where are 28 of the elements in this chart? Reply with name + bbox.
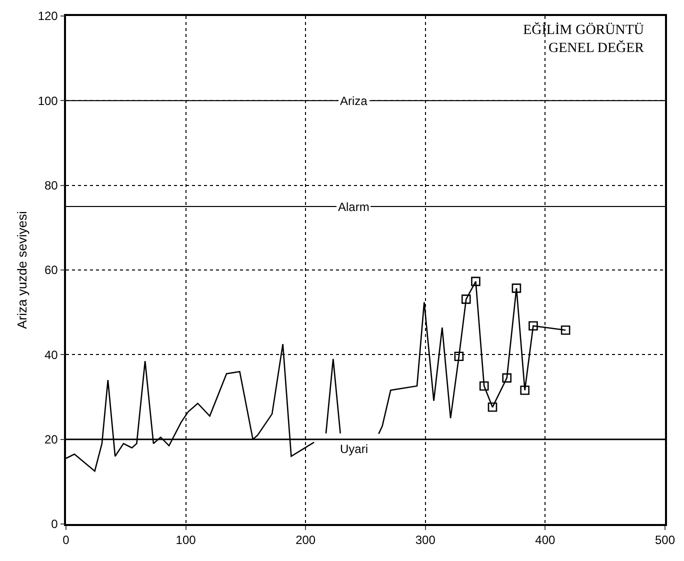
y-tick-label: 120 (38, 9, 58, 24)
point (471, 276, 480, 286)
point (454, 352, 464, 362)
point (528, 321, 538, 331)
x-tick-label: 200 (296, 533, 316, 548)
ref-line-label: Uyari (340, 442, 368, 456)
y-tick-label: 100 (38, 94, 58, 108)
text: EĞİLİM GÖRÜNTÜ GENEL DEĞER (523, 22, 645, 56)
y-tick-label: 60 (44, 263, 58, 278)
y-axis-title: Ariza yuzde seviyesi (14, 211, 30, 329)
point (512, 284, 522, 293)
x-tick-label: 400 (535, 533, 556, 548)
point (488, 402, 498, 412)
y-tick-label: 40 (44, 348, 58, 362)
point (502, 373, 512, 383)
ref-line-label: Ariza (340, 94, 368, 108)
point (520, 386, 530, 395)
x-tick-label: 500 (654, 533, 676, 548)
point (461, 294, 471, 304)
x-tick-label: 300 (415, 533, 436, 548)
y-tick-label: 20 (44, 432, 58, 447)
x-tick-label: 0 (62, 533, 70, 548)
y-tick-label: 0 (51, 517, 58, 532)
point (479, 381, 489, 391)
x-tick-label: 100 (176, 533, 196, 548)
y-tick-label: 80 (44, 178, 58, 193)
ref-line-label: Alarm (338, 200, 370, 214)
point (560, 325, 570, 335)
